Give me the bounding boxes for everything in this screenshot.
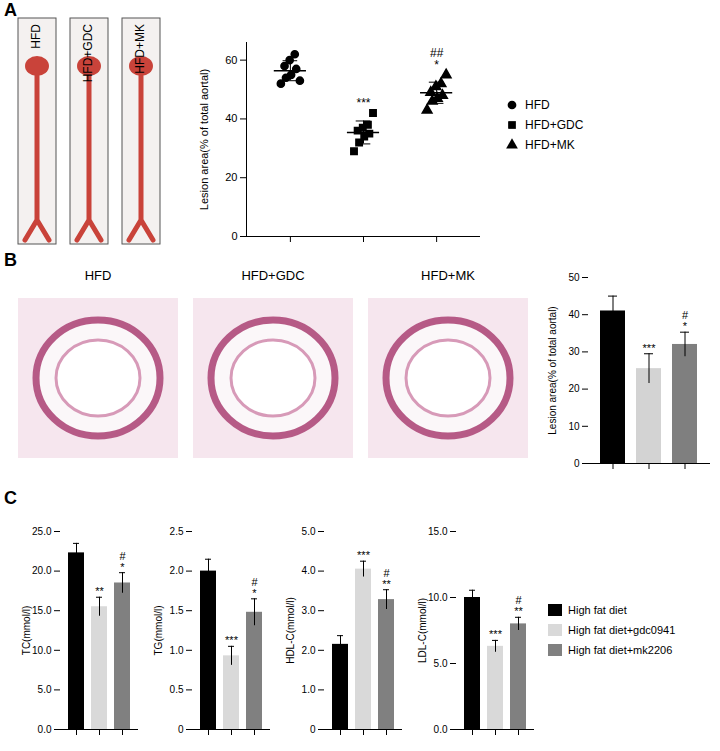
svg-text:0: 0 [178,724,184,735]
svg-text:0.5: 0.5 [170,684,184,695]
svg-text:HFD+MK: HFD+MK [133,24,147,74]
svg-text:5.0: 5.0 [38,684,52,695]
html-text:C: C [4,488,17,508]
svg-text:1.5: 1.5 [170,605,184,616]
svg-text:TC(mmol/l): TC(mmol/l) [21,606,32,655]
html-text:A: A [4,0,17,20]
svg-text:2.5: 2.5 [170,526,184,537]
svg-text:0: 0 [310,724,316,735]
svg-text:#*: #* [251,576,258,599]
svg-text:***: *** [357,549,371,561]
html-text:HFD+GDC: HFD+GDC [525,118,584,132]
svg-text:1.0: 1.0 [302,684,316,695]
svg-text:25.0: 25.0 [32,526,52,537]
html-text:High fat diet+gdc0941: High fat diet+gdc0941 [568,624,676,636]
svg-text:4.0: 4.0 [302,565,316,576]
svg-text:TG(mmol/l): TG(mmol/l) [153,606,164,656]
svg-text:20: 20 [225,171,237,183]
svg-text:**: ** [95,585,104,597]
html-text:B: B [4,250,17,270]
svg-text:#**: #** [382,567,391,590]
html-text:High fat diet+mk2206: High fat diet+mk2206 [568,644,673,656]
html-text:HFD: HFD [525,98,550,112]
svg-text:#*: #* [682,309,689,332]
svg-text:***: *** [489,628,503,640]
svg-text:40: 40 [225,112,237,124]
svg-text:60: 60 [225,54,237,66]
svg-text:0.0: 0.0 [38,724,52,735]
svg-text:HFD+GDC: HFD+GDC [81,24,95,83]
svg-text:20: 20 [568,383,580,394]
svg-text:50: 50 [568,272,580,283]
svg-text:10: 10 [568,421,580,432]
svg-text:15.0: 15.0 [428,526,448,537]
svg-text:HFD+GDC: HFD+GDC [241,268,304,283]
svg-text:HDL-C(mmol/l): HDL-C(mmol/l) [285,597,296,664]
svg-text:15.0: 15.0 [32,605,52,616]
svg-text:HFD: HFD [29,24,43,49]
svg-text:2.0: 2.0 [302,645,316,656]
svg-text:HFD+MK: HFD+MK [421,268,475,283]
svg-text:***: *** [356,96,370,110]
svg-text:30: 30 [568,346,580,357]
svg-text:HFD: HFD [85,268,112,283]
svg-text:***: *** [643,342,657,354]
svg-text:##*: ##* [430,46,444,72]
svg-text:3.0: 3.0 [302,605,316,616]
svg-text:Lesion area(% of total aortal): Lesion area(% of total aortal) [198,69,210,210]
html-text:HFD+MK: HFD+MK [525,138,575,152]
svg-text:#*: #* [119,550,126,573]
svg-text:Lesion area(% of total aortal): Lesion area(% of total aortal) [547,306,558,434]
svg-text:0: 0 [574,458,580,469]
svg-text:1.0: 1.0 [170,645,184,656]
svg-text:2.0: 2.0 [170,565,184,576]
svg-text:10.0: 10.0 [32,645,52,656]
svg-text:LDL-C(mmol/l): LDL-C(mmol/l) [417,598,428,663]
svg-text:5.0: 5.0 [302,526,316,537]
svg-text:40: 40 [568,309,580,320]
svg-text:#**: #** [514,594,523,617]
svg-text:0: 0 [231,230,237,242]
svg-text:5.0: 5.0 [434,658,448,669]
html-text:High fat diet: High fat diet [568,604,627,616]
svg-text:20.0: 20.0 [32,565,52,576]
svg-text:10.0: 10.0 [428,592,448,603]
svg-text:0.0: 0.0 [434,724,448,735]
svg-text:***: *** [225,634,239,646]
